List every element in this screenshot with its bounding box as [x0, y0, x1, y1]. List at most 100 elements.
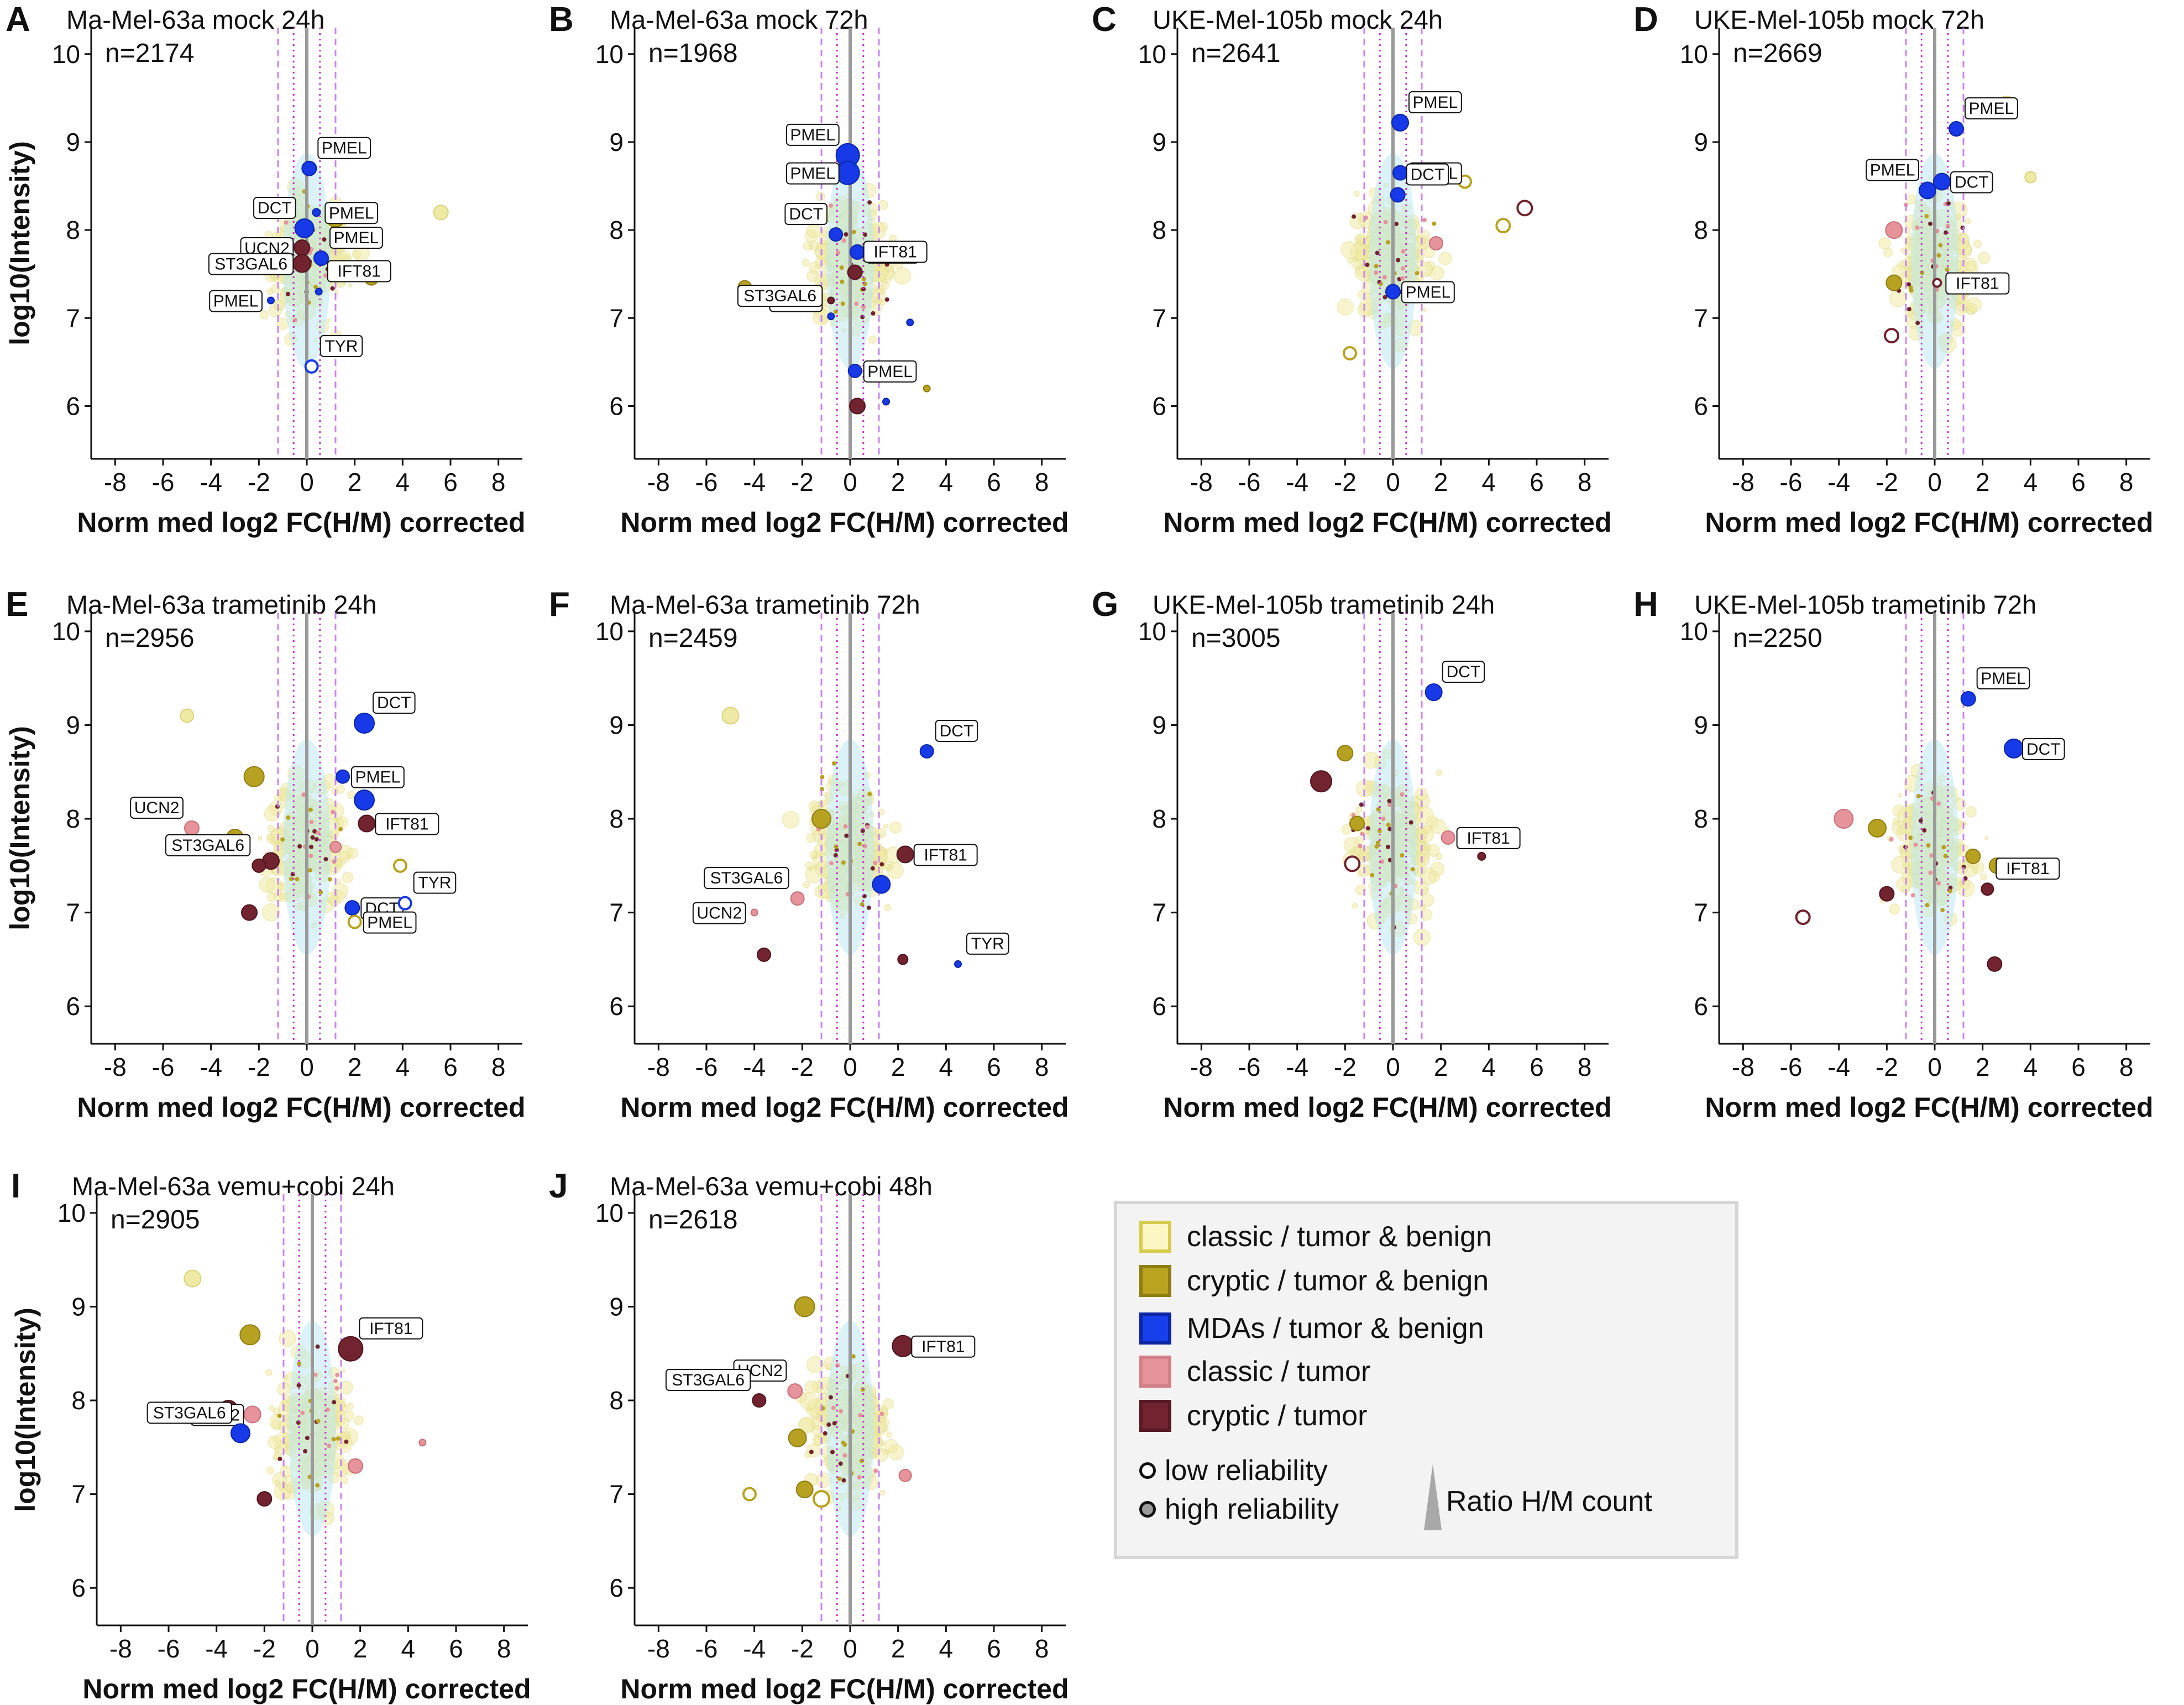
legend-low-reliability: low reliability — [1139, 1454, 1328, 1487]
y-tick-label: 9 — [1694, 710, 1708, 739]
panel-D: D UKE-Mel-105b mock 72h -8 -6 -4 -2 0 2 4 6 8 6 7 8 9 1… — [1633, 1, 2154, 538]
x-tick-label: -8 — [647, 1634, 670, 1663]
data-point — [879, 1489, 886, 1496]
x-tick-label: 8 — [491, 1053, 506, 1081]
y-tick-label: 8 — [609, 1386, 624, 1415]
x-tick-label: -8 — [104, 468, 127, 496]
data-point — [873, 1404, 888, 1419]
x-tick-label: 2 — [1434, 1053, 1448, 1081]
protein-label: PMEL — [867, 363, 913, 381]
sample-count: n=1968 — [648, 39, 738, 68]
panel-letter: E — [6, 585, 28, 624]
data-point — [923, 384, 931, 393]
data-point — [1516, 200, 1533, 217]
data-point — [277, 1456, 282, 1461]
data-point — [879, 1411, 884, 1416]
sample-count: n=2250 — [1733, 624, 1822, 653]
data-point — [266, 833, 274, 840]
data-point — [742, 1487, 757, 1502]
data-point — [269, 1405, 275, 1411]
protein-label: ST3GAL6 — [214, 255, 287, 274]
y-tick-label: 10 — [595, 617, 624, 646]
highlight-point — [252, 858, 266, 873]
x-tick-label: -8 — [104, 1053, 127, 1081]
data-point — [1495, 218, 1511, 234]
y-axis-title: log10(Intensity) — [4, 141, 35, 345]
x-tick-label: 6 — [443, 1053, 458, 1081]
data-point — [1422, 824, 1432, 834]
y-tick-label: 9 — [66, 710, 80, 739]
data-point — [1383, 219, 1388, 224]
data-point — [1913, 843, 1918, 848]
x-tick-label: 0 — [300, 1053, 314, 1081]
data-point — [1352, 214, 1357, 219]
panel-title: UKE-Mel-105b trametinib 24h — [1153, 590, 1495, 619]
data-point — [1907, 307, 1911, 312]
data-point — [1362, 751, 1380, 769]
panel-A: A Ma-Mel-63a mock 24h -8 -6 -4 -2 0 2 4 6 8 6 7 8 9 10 P… — [4, 1, 526, 538]
data-point — [782, 810, 800, 829]
y-tick-label: 10 — [1138, 40, 1166, 69]
data-point — [1370, 872, 1375, 877]
data-point — [297, 844, 302, 849]
data-point — [829, 861, 834, 866]
x-tick-label: -6 — [695, 1634, 718, 1663]
x-tick-label: 6 — [987, 468, 1001, 496]
highlight-point — [1390, 187, 1406, 203]
data-point — [344, 1439, 349, 1444]
x-tick-label: -8 — [647, 468, 670, 496]
data-point — [1477, 851, 1486, 861]
y-tick-label: 7 — [1694, 898, 1708, 927]
x-tick-label: 0 — [843, 468, 857, 496]
protein-label: PMEL — [329, 204, 374, 222]
protein-label: IFT81 — [385, 815, 428, 834]
data-point — [893, 267, 912, 285]
y-tick-label: 8 — [1152, 804, 1166, 833]
y-tick-label: 6 — [1694, 992, 1708, 1021]
x-axis-title: Norm med log2 FC(H/M) corrected — [1163, 507, 1611, 538]
data-point — [1984, 836, 1989, 840]
highlight-point — [336, 769, 350, 784]
panel-title: Ma-Mel-63a mock 72h — [610, 5, 868, 34]
data-point — [1429, 861, 1445, 877]
data-point — [259, 876, 275, 893]
protein-label: DCT — [258, 199, 292, 217]
y-tick-label: 10 — [52, 40, 80, 69]
panel-letter: H — [1633, 585, 1658, 624]
data-point — [1908, 835, 1913, 840]
x-tick-label: 4 — [939, 468, 954, 496]
x-tick-label: -6 — [158, 1634, 180, 1663]
data-point — [301, 792, 306, 797]
data-point — [1401, 266, 1406, 271]
x-tick-label: 6 — [1530, 1053, 1544, 1081]
data-point — [1879, 886, 1895, 902]
data-point — [354, 789, 375, 811]
y-tick-label: 9 — [1152, 128, 1166, 156]
data-point — [857, 841, 862, 846]
data-point — [865, 824, 870, 829]
data-point — [1979, 873, 1988, 881]
x-tick-label: -4 — [743, 1634, 766, 1663]
data-point — [265, 1369, 273, 1377]
x-tick-label: -4 — [200, 468, 222, 496]
x-axis-title: Norm med log2 FC(H/M) corrected — [620, 507, 1069, 538]
data-point — [879, 299, 887, 306]
y-tick-label: 7 — [1152, 898, 1166, 927]
data-point — [418, 1439, 427, 1447]
highlight-point — [1919, 181, 1936, 200]
panel-title: UKE-Mel-105b trametinib 72h — [1694, 590, 2036, 619]
data-point — [286, 815, 291, 820]
y-tick-label: 6 — [609, 391, 624, 420]
data-point — [1436, 769, 1443, 776]
protein-label: ST3GAL6 — [171, 836, 244, 855]
data-point — [316, 1419, 321, 1424]
x-tick-label: -4 — [743, 468, 766, 496]
highlight-point — [835, 160, 860, 185]
panel-E: E Ma-Mel-63a trametinib 24h -8 -6 -4 -2 0 2 4 6 8 6… — [4, 585, 526, 1123]
data-point — [828, 203, 833, 208]
data-point — [1966, 297, 1982, 313]
x-tick-label: 4 — [2024, 1053, 2038, 1081]
data-point — [1889, 837, 1894, 842]
x-axis-title: Norm med log2 FC(H/M) corrected — [620, 1092, 1069, 1123]
data-point — [1382, 275, 1387, 280]
